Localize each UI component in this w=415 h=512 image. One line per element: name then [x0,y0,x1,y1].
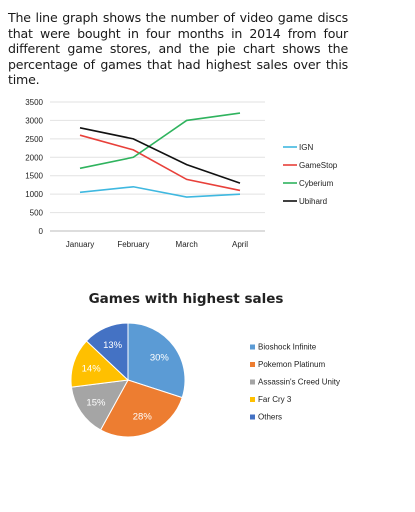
y-axis-tick-labels: 0 500 1000 1500 2000 2500 3000 3500 [25,98,43,236]
y-tick-label: 2000 [25,153,43,162]
series-line-ubihard [79,127,241,184]
y-tick-label: 1500 [25,172,43,181]
line-chart: 0 500 1000 1500 2000 2500 3000 3500 January Febr… [25,98,338,249]
series-line-cyberium [79,112,241,170]
line-series-group [79,112,241,198]
intro-paragraph: The line graph shows the number of video… [8,10,348,87]
y-tick-label: 3000 [25,116,43,125]
series-line-ign [79,185,241,198]
pie-chart-legend: Bioshock Infinite Pokemon Platinum Assassi… [250,343,340,422]
x-tick-label: March [176,240,198,249]
legend-swatch [250,379,255,385]
legend-swatch [250,397,255,402]
x-tick-label: February [117,240,149,249]
pie-slice-label: 28% [133,412,153,423]
pie-slice [127,322,186,399]
pie-slices-group [70,322,186,438]
line-chart-legend: IGN GameStop Cyberium Ubihard [283,143,338,206]
series-line-gamestop [79,134,241,192]
x-tick-label: January [66,240,94,249]
pie-slice-labels: 30% 28% 15% 14% 13% [82,340,170,423]
legend-label: GameStop [299,161,338,170]
pie-slice-label: 30% [150,353,170,364]
pie-chart-title: Games with highest sales [89,291,284,307]
legend-label: IGN [299,143,313,152]
pie-chart: Games with highest sales 30% 28% 15% 14% 13%… [70,291,340,438]
legend-label: Ubihard [299,197,327,206]
y-tick-label: 3500 [25,98,43,107]
legend-swatch [250,362,255,367]
pie-slice-label: 15% [86,397,106,408]
legend-label: Others [258,413,282,422]
legend-label: Far Cry 3 [258,395,292,404]
legend-swatch [250,344,255,350]
y-tick-label: 500 [30,209,44,218]
y-tick-label: 2500 [25,135,43,144]
pie-slice-label: 13% [103,340,123,351]
x-axis-tick-labels: January February March April [66,240,248,249]
legend-swatch [250,414,255,420]
pie-slice-label: 14% [82,364,102,375]
line-chart-grid [50,101,265,232]
x-tick-label: April [232,240,248,249]
legend-label: Cyberium [299,179,334,188]
legend-label: Assassin's Creed Unity [258,378,340,387]
y-tick-label: 0 [39,227,44,236]
pie-slice [70,379,129,431]
y-tick-label: 1000 [25,190,43,199]
legend-label: Bioshock Infinite [258,343,317,352]
legend-label: Pokemon Platinum [258,360,325,369]
pie-slice [85,322,129,382]
pie-slice [99,379,183,438]
